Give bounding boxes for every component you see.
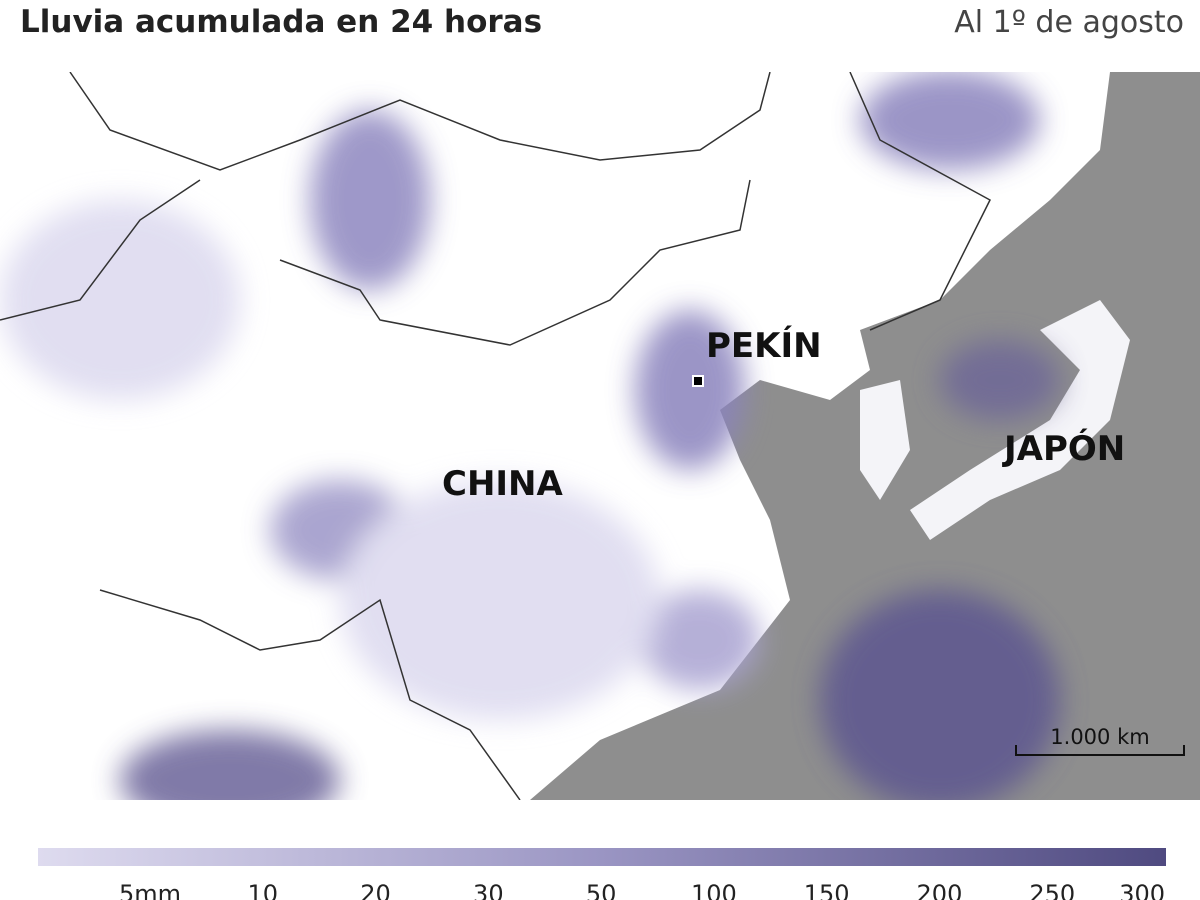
legend-label: 250 [1029,880,1075,900]
legend-label: 20 [360,880,391,900]
legend-bar [38,848,1166,866]
country-label: CHINA [442,464,564,504]
legend-label: 200 [917,880,963,900]
scale-bar [1015,745,1185,756]
scale-label: 1.000 km [1050,725,1149,749]
country-label: JAPÓN [1002,428,1125,469]
legend-label: 5mm [119,880,181,900]
legend-label: 300 [1119,880,1165,900]
title: Lluvia acumulada en 24 horas [20,4,542,40]
japan [910,300,1130,540]
beijing-marker [692,375,704,387]
legend-label: 30 [473,880,504,900]
rain [0,72,1060,800]
legend: 5mm 10 20 30 50 100 150 200 250 300 [119,880,1165,900]
legend-label: 10 [248,880,279,900]
date: Al 1º de agosto [954,5,1184,40]
korea [860,380,910,500]
legend-label: 100 [691,880,737,900]
city-label: PEKÍN [706,325,822,366]
legend-label: 50 [586,880,617,900]
legend-label: 150 [804,880,850,900]
borders [0,72,991,800]
map: PEKÍN CHINA JAPÓN 1.000 km [0,72,1200,800]
